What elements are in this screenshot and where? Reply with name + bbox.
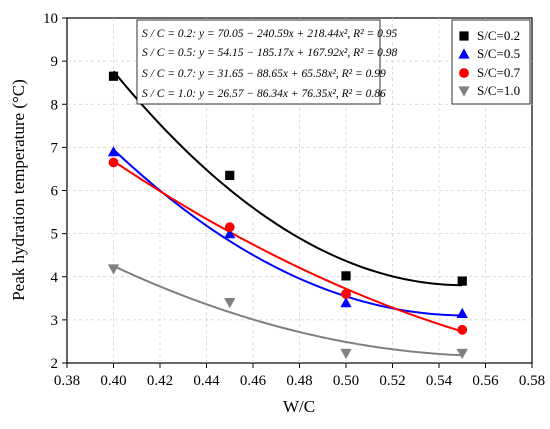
x-tick-label: 0.44 [193, 373, 220, 389]
axis-ticks: 0.38 0.40 0.42 0.44 0.46 0.48 0.50 0.52 0.54 0.56… [43, 11, 545, 389]
data-point-s1 [457, 276, 467, 286]
x-tick-label: 0.48 [286, 373, 312, 389]
data-point-s1 [225, 170, 235, 181]
data-point-s3 [108, 157, 119, 168]
legend-label-3: S/C=0.7 [477, 65, 521, 80]
data-points [107, 71, 468, 360]
legend-label-1: S/C=0.2 [477, 28, 520, 43]
equation-2: S / C = 0.5: y = 54.15 − 185.17x + 167.9… [142, 47, 397, 59]
data-point-s4 [456, 348, 468, 360]
legend-label-4: S/C=1.0 [477, 83, 520, 98]
legend-label-2: S/C=0.5 [477, 46, 520, 61]
y-tick-label: 8 [51, 97, 59, 113]
equation-4: S / C = 1.0: y = 26.57 − 86.34x + 76.35x… [142, 88, 386, 100]
y-tick-label: 5 [51, 227, 59, 243]
fit-curve-3 [112, 160, 463, 333]
x-axis-title: W/C [283, 397, 315, 416]
fit-curve-4 [113, 265, 463, 357]
legend-marker-2 [458, 48, 470, 59]
x-tick-label: 0.38 [54, 373, 80, 389]
equation-box-frame [136, 19, 381, 105]
fit-curve-2 [112, 148, 463, 317]
x-tick-label: 0.42 [147, 373, 173, 389]
y-tick-label: 6 [51, 184, 59, 200]
data-point-s2 [456, 307, 468, 319]
fit-curves [112, 70, 463, 357]
data-point-s4 [107, 264, 120, 275]
legend-marker-4 [458, 86, 470, 97]
x-tick-label: 0.40 [100, 373, 126, 389]
x-tick-label: 0.50 [333, 373, 359, 389]
x-tick-label: 0.52 [379, 373, 405, 389]
data-point-s3 [224, 222, 235, 233]
data-point-s1 [108, 71, 119, 81]
y-tick-label: 3 [51, 313, 59, 329]
x-tick-label: 0.58 [519, 373, 545, 389]
y-tick-label: 9 [51, 54, 59, 70]
legend-marker-3 [459, 68, 469, 78]
equation-box: S / C = 0.2: y = 70.05 − 240.59x + 218.4… [136, 19, 397, 105]
equation-1: S / C = 0.2: y = 70.05 − 240.59x + 218.4… [142, 28, 397, 40]
y-tick-label: 7 [51, 140, 59, 156]
x-tick-label: 0.46 [240, 373, 267, 389]
y-tick-label: 10 [43, 11, 58, 27]
x-tick-label: 0.56 [472, 373, 499, 389]
legend-markers [458, 31, 470, 97]
y-tick-label: 4 [51, 270, 59, 286]
data-point-s4 [224, 298, 236, 309]
data-point-s4 [340, 348, 352, 360]
legend: S/C=0.2 S/C=0.5 S/C=0.7 S/C=1.0 [451, 19, 531, 105]
data-point-s2 [224, 228, 236, 239]
y-axis-title: Peak hydration temperature (°C) [9, 79, 28, 301]
fit-curve-1 [112, 70, 463, 287]
equation-3: S / C = 0.7: y = 31.65 − 88.65x + 65.58x… [142, 68, 386, 80]
legend-marker-1 [459, 31, 469, 41]
data-point-s3 [457, 324, 468, 335]
y-tick-label: 2 [51, 356, 59, 372]
x-tick-label: 0.54 [426, 373, 453, 389]
data-point-s2 [340, 297, 352, 308]
data-point-s3 [341, 289, 351, 299]
data-point-s1 [341, 271, 351, 281]
data-point-s2 [107, 146, 120, 157]
